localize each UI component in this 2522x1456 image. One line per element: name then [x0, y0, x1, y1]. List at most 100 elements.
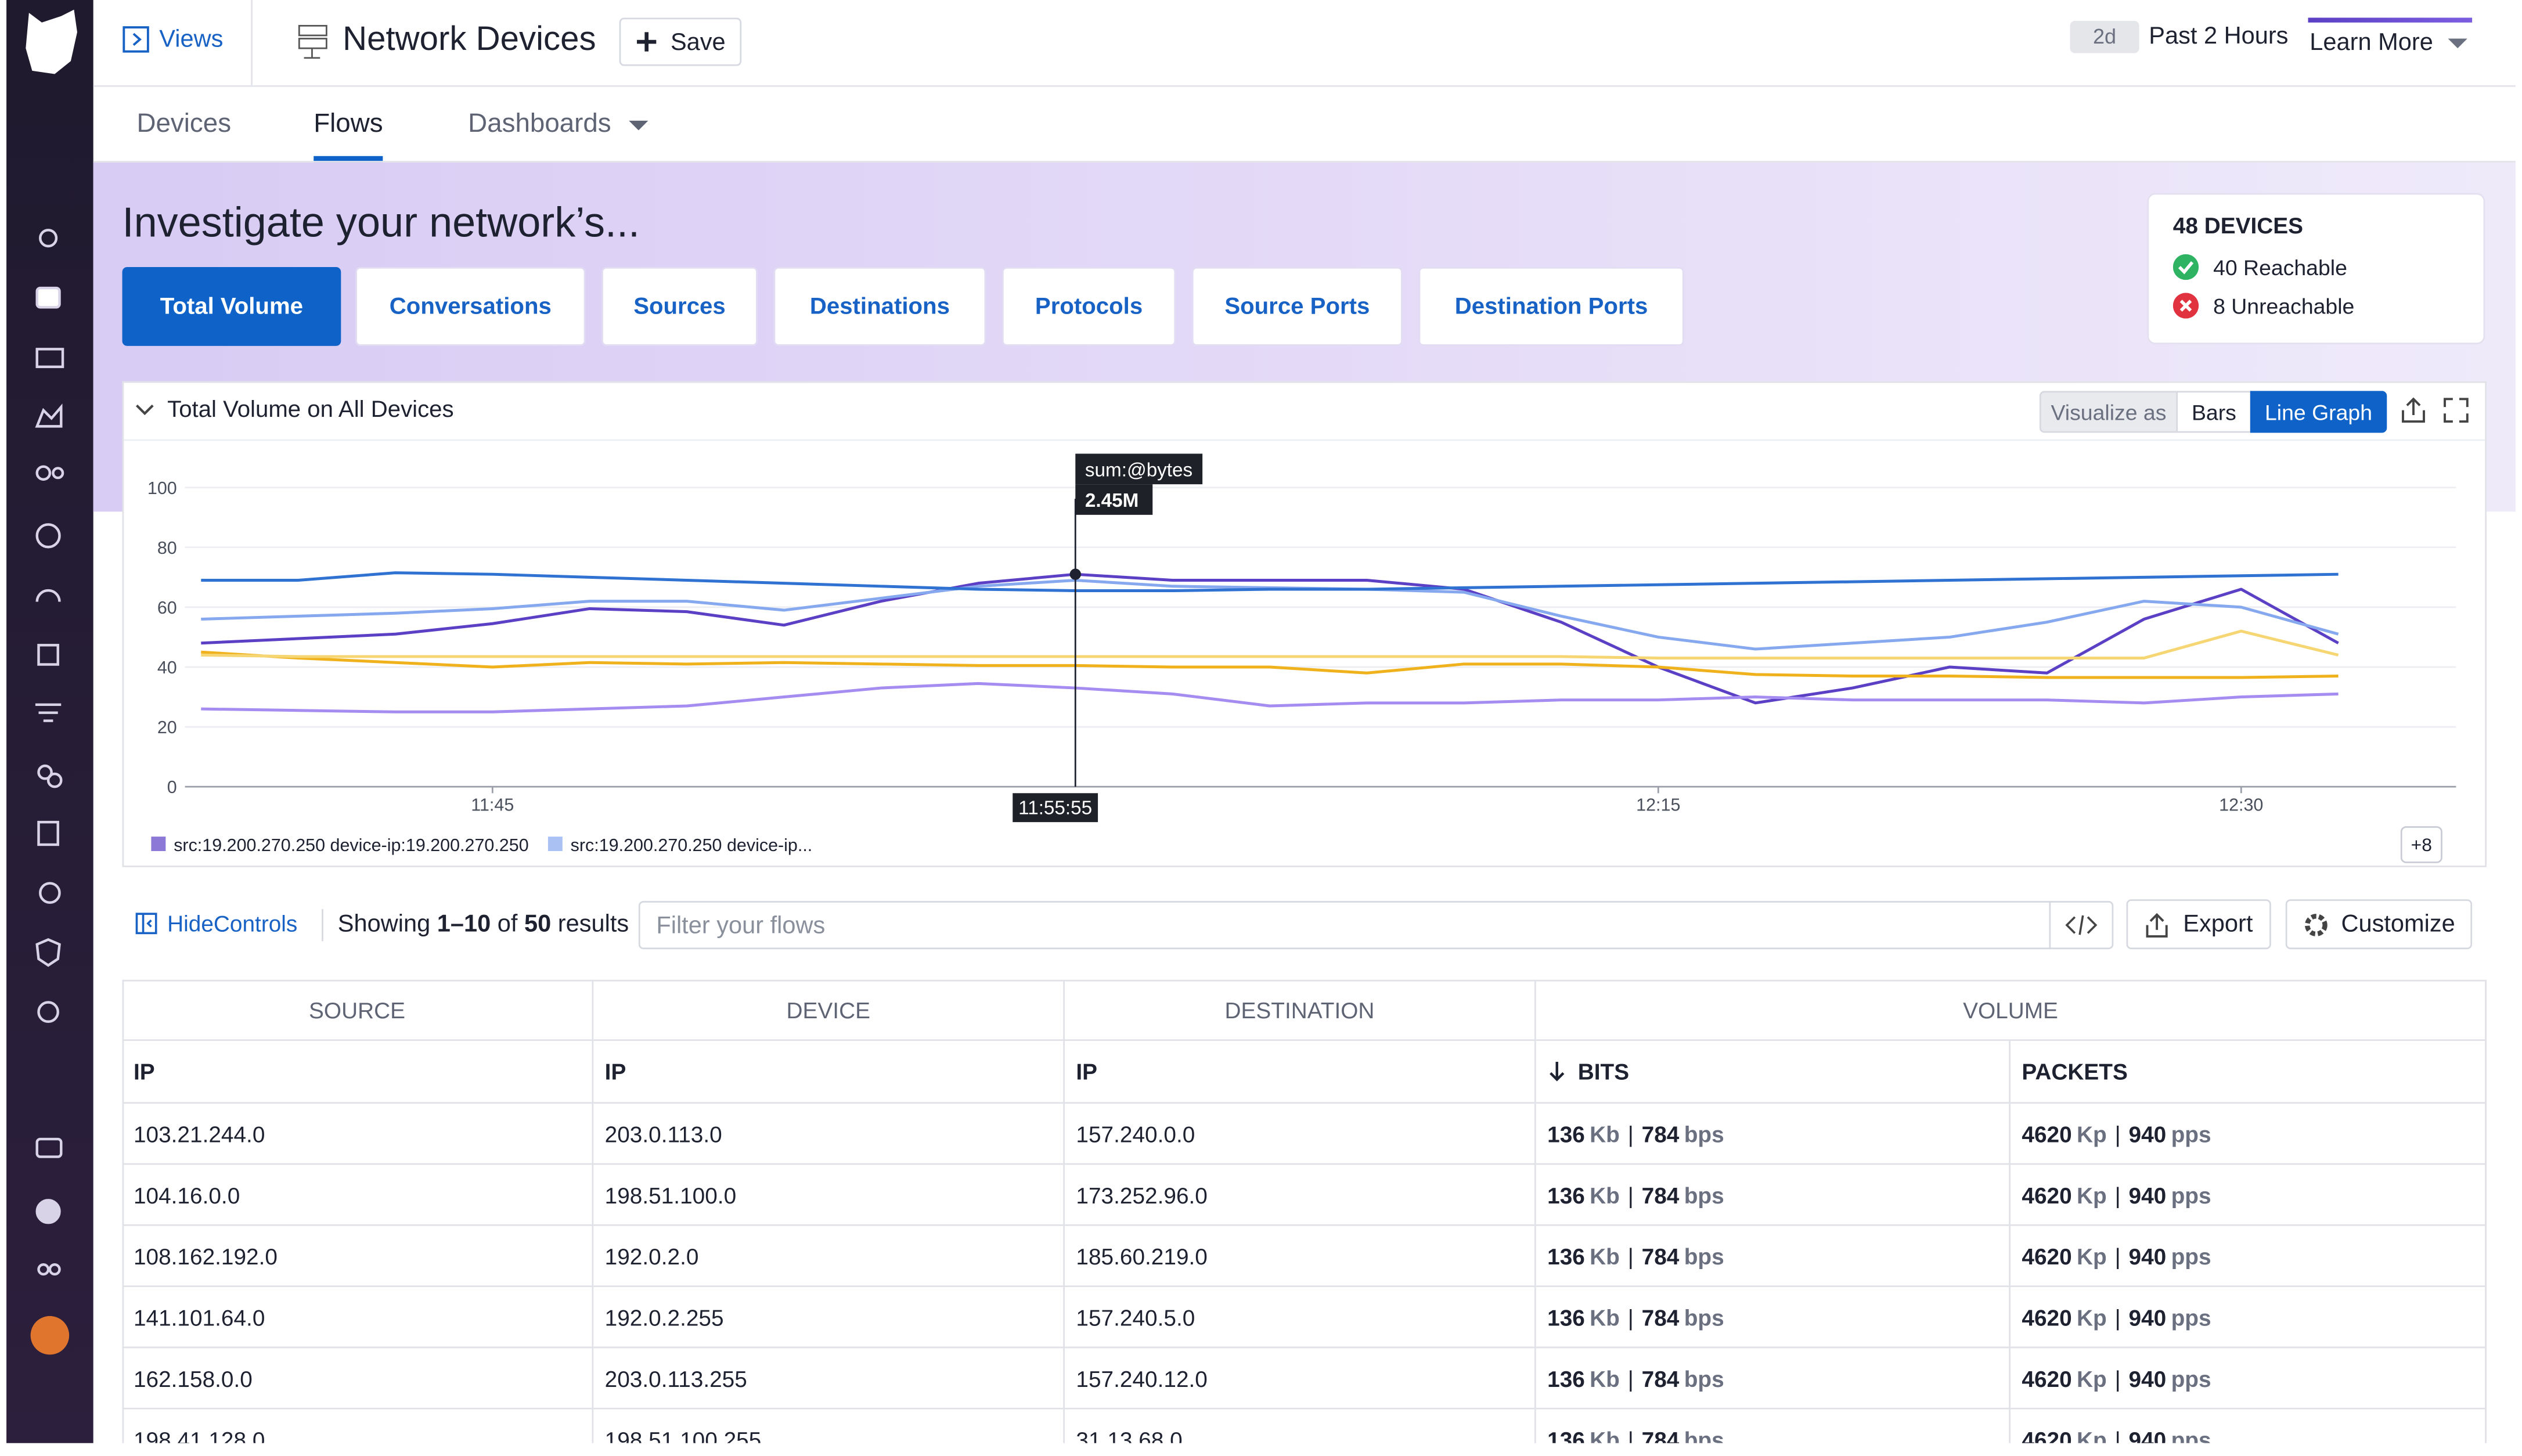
rate-value: 784	[1642, 1426, 1680, 1443]
separator: |	[2115, 1243, 2121, 1268]
rate-value: 940	[2129, 1243, 2167, 1268]
page-bottom	[0, 1443, 2522, 1456]
column-header[interactable]: IP	[123, 1041, 594, 1104]
filter-tab[interactable]: Sources	[601, 267, 758, 346]
table-cell: 4620Kp|940pps	[2011, 1348, 2487, 1409]
table-cell: 4620Kp|940pps	[2011, 1287, 2487, 1348]
ip-address: 157.240.5.0	[1076, 1304, 1195, 1329]
volume-value: 136	[1547, 1243, 1585, 1268]
volume-value: 136	[1547, 1365, 1585, 1390]
ip-address: 192.0.2.255	[605, 1304, 724, 1329]
group-header: SOURCE	[123, 980, 594, 1041]
filter-tab[interactable]: Protocols	[1002, 267, 1176, 346]
rate-unit: pps	[2171, 1120, 2211, 1146]
volume-value: 4620	[2022, 1243, 2071, 1268]
volume-value: 4620	[2022, 1182, 2071, 1208]
ip-address: 141.101.64.0	[134, 1304, 265, 1329]
table-cell: 173.252.96.0	[1065, 1165, 1536, 1226]
volume-unit: Kp	[2077, 1304, 2107, 1329]
filter-tab[interactable]: Conversations	[355, 267, 585, 346]
separator: |	[2115, 1120, 2121, 1146]
rate-value: 940	[2129, 1304, 2167, 1329]
rate-unit: pps	[2171, 1182, 2211, 1208]
volume-unit: Kp	[2077, 1365, 2107, 1390]
nav-item[interactable]: Devices	[136, 109, 231, 140]
table-cell: 136Kb | 784bps	[1536, 1226, 2011, 1287]
column-label: PACKETS	[2022, 1059, 2127, 1084]
column-header[interactable]: IP	[593, 1041, 1065, 1104]
rate-value: 784	[1642, 1120, 1680, 1146]
filter-tab[interactable]: Source Ports	[1192, 267, 1403, 346]
rate-value: 784	[1642, 1243, 1680, 1268]
ip-address: 31.13.68.0	[1076, 1426, 1182, 1443]
ip-address: 198.41.128.0	[134, 1426, 265, 1443]
separator: |	[2115, 1426, 2121, 1443]
rate-unit: pps	[2171, 1426, 2211, 1443]
column-header[interactable]: PACKETS	[2011, 1041, 2487, 1104]
ip-address: 157.240.0.0	[1076, 1120, 1195, 1146]
table-cell: 104.16.0.0	[123, 1165, 594, 1226]
rate-value: 784	[1642, 1365, 1680, 1390]
table-cell: 108.162.192.0	[123, 1226, 594, 1287]
separator: |	[1628, 1182, 1634, 1208]
separator: |	[2115, 1365, 2121, 1390]
rate-unit: bps	[1684, 1243, 1724, 1268]
nav-item[interactable]: Flows	[314, 109, 383, 140]
ip-address: 108.162.192.0	[134, 1243, 278, 1268]
ip-address: 192.0.2.0	[605, 1243, 699, 1268]
volume-value: 4620	[2022, 1304, 2071, 1329]
ip-address: 173.252.96.0	[1076, 1182, 1207, 1208]
table-cell: 198.51.100.255	[593, 1410, 1065, 1443]
group-header: DEVICE	[593, 980, 1065, 1041]
column-header[interactable]: BITS	[1536, 1041, 2011, 1104]
column-label: BITS	[1578, 1059, 1629, 1084]
ip-address: 157.240.12.0	[1076, 1365, 1207, 1390]
volume-value: 136	[1547, 1120, 1585, 1146]
filter-tab[interactable]: Destinations	[774, 267, 986, 346]
separator: |	[2115, 1304, 2121, 1329]
ip-address: 203.0.113.0	[605, 1120, 722, 1146]
table-cell: 4620Kp|940pps	[2011, 1165, 2487, 1226]
volume-unit: Kb	[1590, 1182, 1620, 1208]
table-cell: 103.21.244.0	[123, 1104, 594, 1165]
dropdown-caret	[627, 117, 650, 134]
group-header: VOLUME	[1536, 980, 2487, 1041]
table-cell: 162.158.0.0	[123, 1348, 594, 1409]
table-cell: 136Kb|784bps	[1536, 1104, 2011, 1165]
table-cell: 157.240.5.0	[1065, 1287, 1536, 1348]
rate-unit: bps	[1684, 1426, 1724, 1443]
table-cell: 203.0.113.0	[593, 1104, 1065, 1165]
separator: |	[1628, 1304, 1634, 1329]
caret-shape	[629, 121, 648, 131]
separator: |	[1628, 1365, 1634, 1390]
table-cell: 192.0.2.255	[593, 1287, 1065, 1348]
filter-tab[interactable]: Destination Ports	[1418, 267, 1684, 346]
table-cell: 136Kb|784bps	[1536, 1287, 2011, 1348]
separator: |	[2115, 1182, 2121, 1208]
separator: |	[1628, 1243, 1634, 1268]
volume-unit: Kb	[1590, 1243, 1620, 1268]
rate-unit: bps	[1684, 1365, 1724, 1390]
sort-arrow-shape	[1551, 1062, 1563, 1079]
rate-unit: pps	[2171, 1243, 2211, 1268]
column-header[interactable]: IP	[1065, 1041, 1536, 1104]
table-cell: 141.101.64.0	[123, 1287, 594, 1348]
table-cell: 185.60.219.0	[1065, 1226, 1536, 1287]
nav-item[interactable]: Dashboards	[468, 109, 611, 140]
filter-tab[interactable]: Total Volume	[123, 267, 341, 346]
volume-value: 136	[1547, 1426, 1585, 1443]
table-cell: 192.0.2.0	[593, 1226, 1065, 1287]
volume-value: 4620	[2022, 1120, 2071, 1146]
table-cell: 4620Kp|940pps	[2011, 1410, 2487, 1443]
volume-unit: Kb	[1590, 1120, 1620, 1146]
table-cell: 198.41.128.0	[123, 1410, 594, 1443]
rate-unit: pps	[2171, 1365, 2211, 1390]
volume-unit: Kp	[2077, 1426, 2107, 1443]
column-label: IP	[605, 1059, 626, 1084]
rate-value: 940	[2129, 1365, 2167, 1390]
table-cell: 31.13.68.0	[1065, 1410, 1536, 1443]
table-cell: 157.240.12.0	[1065, 1348, 1536, 1409]
table-cell: 136Kb|784bps	[1536, 1410, 2011, 1443]
